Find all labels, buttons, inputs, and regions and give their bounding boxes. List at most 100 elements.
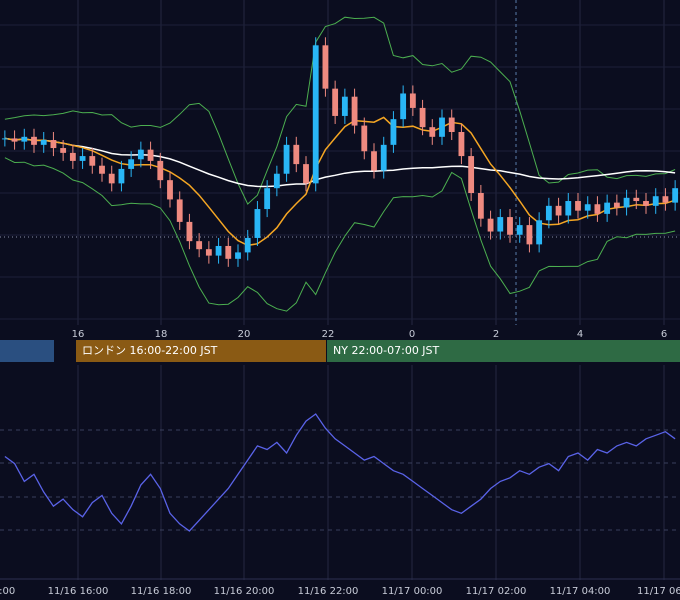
candle bbox=[273, 165, 280, 197]
candle-body bbox=[516, 225, 523, 235]
candle bbox=[575, 193, 581, 219]
candle-body bbox=[448, 117, 455, 132]
candle bbox=[254, 201, 261, 246]
candle bbox=[244, 229, 251, 261]
candle-body bbox=[215, 245, 222, 256]
candle bbox=[526, 217, 533, 253]
candle bbox=[477, 184, 484, 227]
x-tick-label: 18 bbox=[155, 329, 168, 340]
candle-body bbox=[545, 205, 552, 221]
candle-body bbox=[11, 138, 18, 142]
candle-body bbox=[322, 45, 329, 89]
price-chart[interactable] bbox=[0, 0, 680, 325]
oscillator-chart[interactable] bbox=[0, 365, 680, 580]
candle-body bbox=[50, 140, 57, 149]
candle-body bbox=[594, 204, 601, 214]
x-tick-label: 11/17 02:00 bbox=[466, 586, 527, 597]
candle-body bbox=[643, 201, 649, 206]
bollinger-upper bbox=[4, 16, 676, 205]
candle-body bbox=[79, 156, 86, 161]
candle bbox=[235, 244, 241, 267]
candle bbox=[429, 119, 436, 145]
candle-body bbox=[176, 199, 183, 222]
x-tick-label: 4 bbox=[577, 329, 583, 340]
candle-body bbox=[468, 156, 475, 193]
candle bbox=[341, 88, 348, 124]
candle-body bbox=[147, 149, 154, 161]
candle bbox=[108, 165, 115, 192]
candle bbox=[448, 109, 455, 141]
candle bbox=[176, 191, 183, 230]
candle-body bbox=[283, 144, 290, 174]
candle bbox=[99, 157, 105, 182]
x-tick-label: 16 bbox=[72, 329, 85, 340]
candle-body bbox=[652, 196, 659, 206]
candle bbox=[633, 189, 640, 210]
candle-body bbox=[633, 197, 640, 202]
candle-body bbox=[487, 218, 494, 232]
candle-body bbox=[108, 173, 115, 184]
candle-body bbox=[380, 144, 387, 171]
candle-body bbox=[390, 119, 397, 145]
candle bbox=[672, 180, 679, 211]
candle bbox=[147, 141, 154, 169]
moving-average-long bbox=[4, 137, 676, 188]
x-tick-label: 11/16 20:00 bbox=[214, 586, 275, 597]
candle bbox=[371, 143, 377, 179]
candle bbox=[303, 156, 309, 192]
candle bbox=[516, 217, 523, 243]
candle bbox=[536, 212, 543, 253]
candle bbox=[186, 213, 193, 250]
x-tick-label: 20 bbox=[238, 329, 251, 340]
x-tick-label: 11/16 16:00 bbox=[48, 586, 109, 597]
candle bbox=[11, 130, 18, 150]
candle bbox=[439, 109, 445, 145]
session-tokyo bbox=[0, 340, 54, 362]
x-tick-label: 6 bbox=[661, 329, 667, 340]
candle-body bbox=[118, 168, 125, 184]
candle bbox=[652, 188, 659, 214]
candle bbox=[312, 37, 319, 192]
candle-body bbox=[458, 132, 465, 157]
time-x-axis: 4:00 11/16 16:00 11/16 18:00 11/16 20:00 11/… bbox=[0, 580, 680, 600]
candle-body bbox=[31, 136, 37, 145]
candle-body bbox=[565, 201, 572, 216]
x-tick-label: 11/17 06: bbox=[637, 586, 680, 597]
candle-body bbox=[244, 237, 251, 253]
candle-body bbox=[672, 188, 679, 203]
candle-body bbox=[555, 205, 562, 216]
candle bbox=[89, 148, 96, 174]
candle-body bbox=[419, 107, 426, 128]
candle bbox=[196, 233, 203, 258]
candle bbox=[205, 241, 212, 264]
candle bbox=[21, 128, 28, 150]
candle-body bbox=[332, 88, 339, 116]
candle bbox=[332, 80, 339, 124]
candle bbox=[31, 128, 37, 153]
candle-body bbox=[69, 152, 76, 161]
moving-average-short bbox=[4, 116, 676, 247]
candle-body bbox=[264, 188, 271, 210]
candle bbox=[50, 132, 57, 157]
candle bbox=[322, 37, 329, 97]
candle-body bbox=[254, 209, 261, 238]
candle bbox=[225, 237, 232, 267]
candle bbox=[458, 123, 465, 165]
candle-body bbox=[477, 193, 484, 219]
candle bbox=[215, 237, 222, 264]
candle-body bbox=[21, 136, 28, 142]
candle bbox=[157, 152, 164, 189]
candle bbox=[545, 197, 552, 229]
candle-body bbox=[273, 173, 280, 189]
candle-body bbox=[371, 151, 377, 171]
candle bbox=[594, 196, 601, 222]
candle-body bbox=[439, 117, 445, 137]
x-tick-label: 22 bbox=[322, 329, 335, 340]
candle bbox=[283, 136, 290, 182]
x-tick-label: 0 bbox=[409, 329, 415, 340]
candle-body bbox=[196, 241, 203, 250]
candle-body bbox=[341, 96, 348, 116]
candle bbox=[40, 132, 47, 153]
candle-body bbox=[497, 217, 504, 232]
candle-body bbox=[312, 45, 319, 184]
